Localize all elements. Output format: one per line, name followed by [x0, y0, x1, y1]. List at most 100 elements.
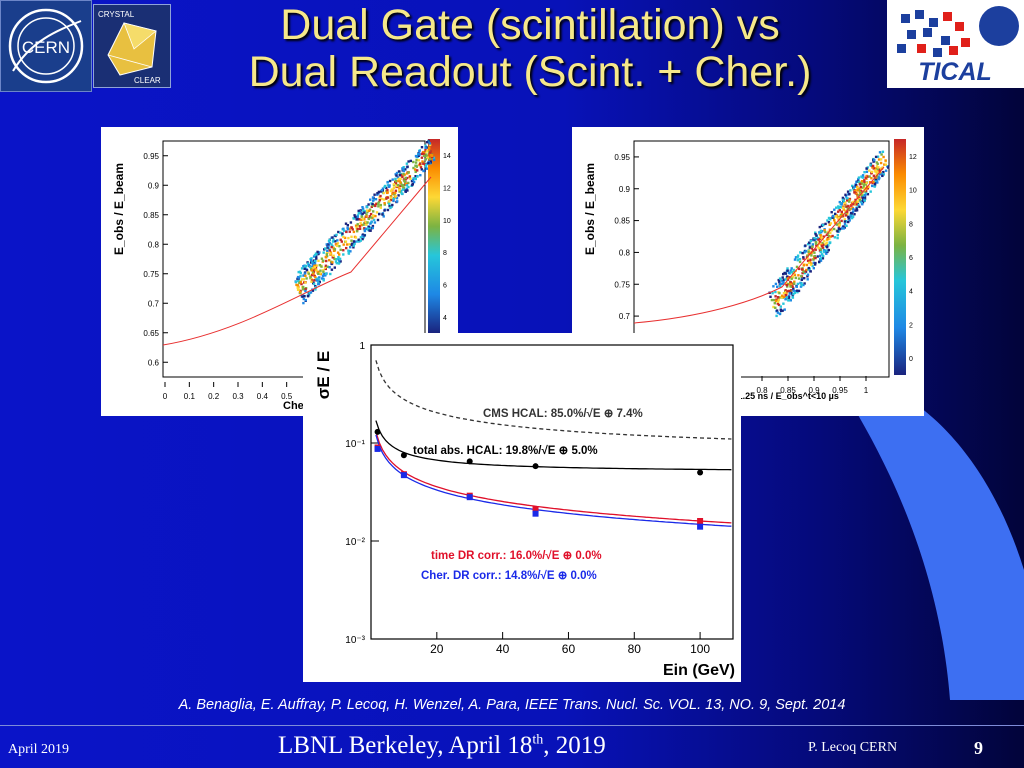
density-point — [783, 308, 786, 311]
density-point — [349, 246, 352, 249]
density-point — [396, 200, 399, 203]
density-point — [827, 244, 830, 247]
density-point — [882, 173, 885, 176]
density-point — [379, 190, 383, 193]
density-point — [809, 263, 813, 266]
density-point — [872, 180, 875, 184]
density-point — [322, 269, 325, 272]
density-point — [785, 284, 789, 287]
density-point — [864, 183, 867, 186]
density-point — [402, 186, 406, 190]
density-point — [843, 202, 846, 205]
density-point — [788, 272, 792, 275]
series-curve-2 — [375, 431, 732, 524]
density-point — [833, 208, 836, 211]
density-point — [855, 180, 858, 183]
density-point — [779, 285, 782, 288]
density-point — [390, 188, 394, 191]
density-point — [818, 260, 821, 263]
density-point — [407, 160, 410, 163]
footer-date: April 2019 — [8, 742, 70, 757]
density-point — [359, 239, 362, 242]
density-point — [311, 262, 315, 265]
density-point — [377, 202, 380, 205]
density-point — [419, 166, 423, 169]
density-point — [801, 251, 804, 255]
density-point — [428, 142, 431, 145]
density-point — [326, 249, 329, 252]
x-tick-label: 80 — [628, 642, 642, 656]
density-point — [848, 193, 851, 196]
density-point — [843, 223, 847, 226]
tick-label: 0.1 — [184, 392, 196, 401]
density-point — [414, 175, 417, 178]
density-point — [310, 273, 314, 277]
density-point — [861, 176, 865, 179]
density-point — [424, 146, 427, 149]
density-point — [416, 175, 419, 178]
tick-label: 0.7 — [619, 312, 631, 321]
density-point — [847, 204, 850, 208]
density-point — [830, 211, 833, 214]
density-point — [420, 146, 424, 149]
tick-label: 6 — [909, 255, 913, 262]
density-point — [379, 206, 382, 209]
density-point — [430, 154, 434, 157]
density-point — [819, 229, 823, 232]
tick-label: 0.75 — [143, 270, 159, 279]
density-point — [781, 282, 784, 285]
tick-label: 0.85 — [143, 211, 159, 220]
density-point — [806, 275, 809, 278]
density-point — [863, 171, 866, 174]
density-point — [811, 264, 814, 268]
density-point — [792, 289, 795, 292]
density-point — [845, 205, 848, 209]
density-point — [804, 250, 808, 253]
density-point — [381, 213, 384, 216]
density-point — [813, 251, 816, 254]
density-point — [802, 257, 805, 260]
density-point — [819, 254, 822, 257]
density-point — [826, 238, 829, 241]
density-point — [839, 206, 842, 209]
density-point — [317, 272, 320, 275]
density-point — [390, 205, 393, 208]
density-point — [860, 189, 863, 193]
density-point — [781, 276, 784, 279]
density-point — [297, 276, 300, 279]
density-point — [318, 264, 321, 267]
density-point — [797, 274, 800, 277]
density-point — [863, 194, 867, 197]
density-point — [414, 177, 417, 181]
density-point — [838, 229, 841, 232]
density-point — [398, 188, 401, 192]
density-point — [848, 219, 851, 222]
density-point — [857, 177, 860, 181]
density-point — [868, 175, 871, 178]
density-point — [394, 179, 398, 183]
density-point — [802, 256, 805, 259]
density-point — [295, 283, 298, 287]
tick-label: 0.85 — [780, 386, 796, 395]
density-point — [786, 277, 789, 280]
density-point — [863, 190, 866, 193]
density-point — [822, 248, 826, 252]
density-point — [352, 230, 356, 234]
density-point — [378, 212, 381, 216]
density-point — [836, 216, 839, 219]
data-point — [374, 445, 381, 452]
density-point — [790, 289, 793, 292]
density-point — [851, 210, 855, 213]
density-point — [807, 261, 811, 265]
density-point — [879, 158, 883, 161]
density-point — [394, 189, 398, 192]
resolution-chart-frame — [370, 344, 734, 640]
density-point — [333, 266, 336, 269]
density-point — [827, 234, 831, 238]
density-point — [403, 179, 406, 182]
density-point — [328, 241, 331, 245]
density-point — [356, 223, 359, 226]
density-point — [807, 253, 811, 256]
density-point — [382, 215, 385, 218]
cern-logo-text: CERN — [22, 38, 70, 57]
